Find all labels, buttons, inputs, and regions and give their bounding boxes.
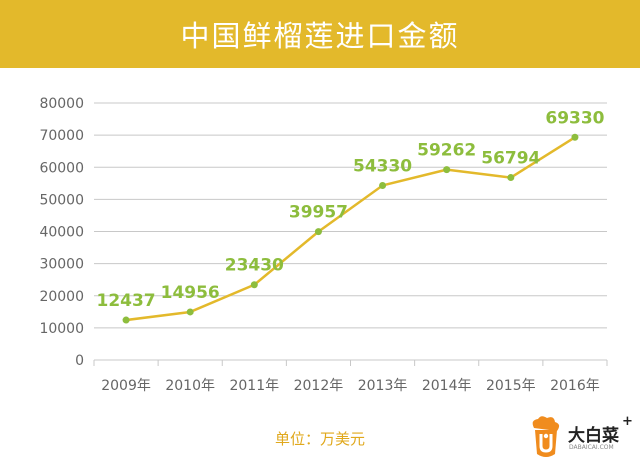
- data-point: [122, 316, 130, 324]
- data-label: 59262: [417, 141, 476, 161]
- data-label: 23430: [225, 256, 284, 276]
- data-point: [250, 281, 258, 289]
- y-tick-label: 80000: [39, 96, 84, 112]
- x-tick-label: 2010年: [165, 378, 215, 394]
- y-tick-label: 60000: [39, 160, 84, 176]
- data-label: 12437: [96, 291, 155, 311]
- y-tick-label: 70000: [39, 128, 84, 144]
- x-tick-label: 2016年: [550, 378, 600, 394]
- y-tick-label: 20000: [39, 289, 84, 305]
- logo-name: 大白菜: [568, 426, 619, 446]
- data-label: 69330: [545, 108, 604, 128]
- cabbage-icon: [532, 416, 560, 457]
- y-tick-label: 10000: [39, 321, 84, 337]
- x-tick-label: 2011年: [229, 378, 279, 394]
- y-tick-label: 0: [75, 353, 84, 369]
- data-point: [443, 166, 451, 174]
- series-line: [125, 136, 576, 322]
- x-tick-label: 2012年: [294, 378, 344, 394]
- title-banner: 中国鲜榴莲进口金额: [0, 0, 640, 68]
- logo-plus: +: [622, 414, 633, 429]
- x-tick-label: 2015年: [486, 378, 536, 394]
- y-tick-label: 50000: [39, 192, 84, 208]
- logo: 大白菜 + DABAICAI.COM: [524, 414, 636, 464]
- x-tick-label: 2013年: [358, 378, 408, 394]
- data-point: [314, 228, 322, 236]
- data-point: [186, 308, 194, 316]
- data-label: 56794: [481, 149, 540, 169]
- y-tick-label: 30000: [39, 257, 84, 273]
- line-chart: 0 10000 20000 30000 40000 50000 60000 70000 8000…: [39, 96, 608, 394]
- chart-title: 中国鲜榴莲进口金额: [180, 19, 460, 53]
- x-tick-label: 2014年: [422, 378, 472, 394]
- data-point: [571, 133, 579, 141]
- data-point: [507, 174, 515, 182]
- logo-subtitle: DABAICAI.COM: [569, 444, 614, 451]
- data-label: 14956: [161, 283, 220, 303]
- y-tick-label: 40000: [39, 225, 84, 241]
- x-tick-label: 2009年: [101, 378, 151, 394]
- data-point: [379, 181, 387, 189]
- data-label: 54330: [353, 156, 412, 176]
- unit-note: 单位：万美元: [274, 430, 365, 448]
- data-label: 39957: [289, 203, 348, 223]
